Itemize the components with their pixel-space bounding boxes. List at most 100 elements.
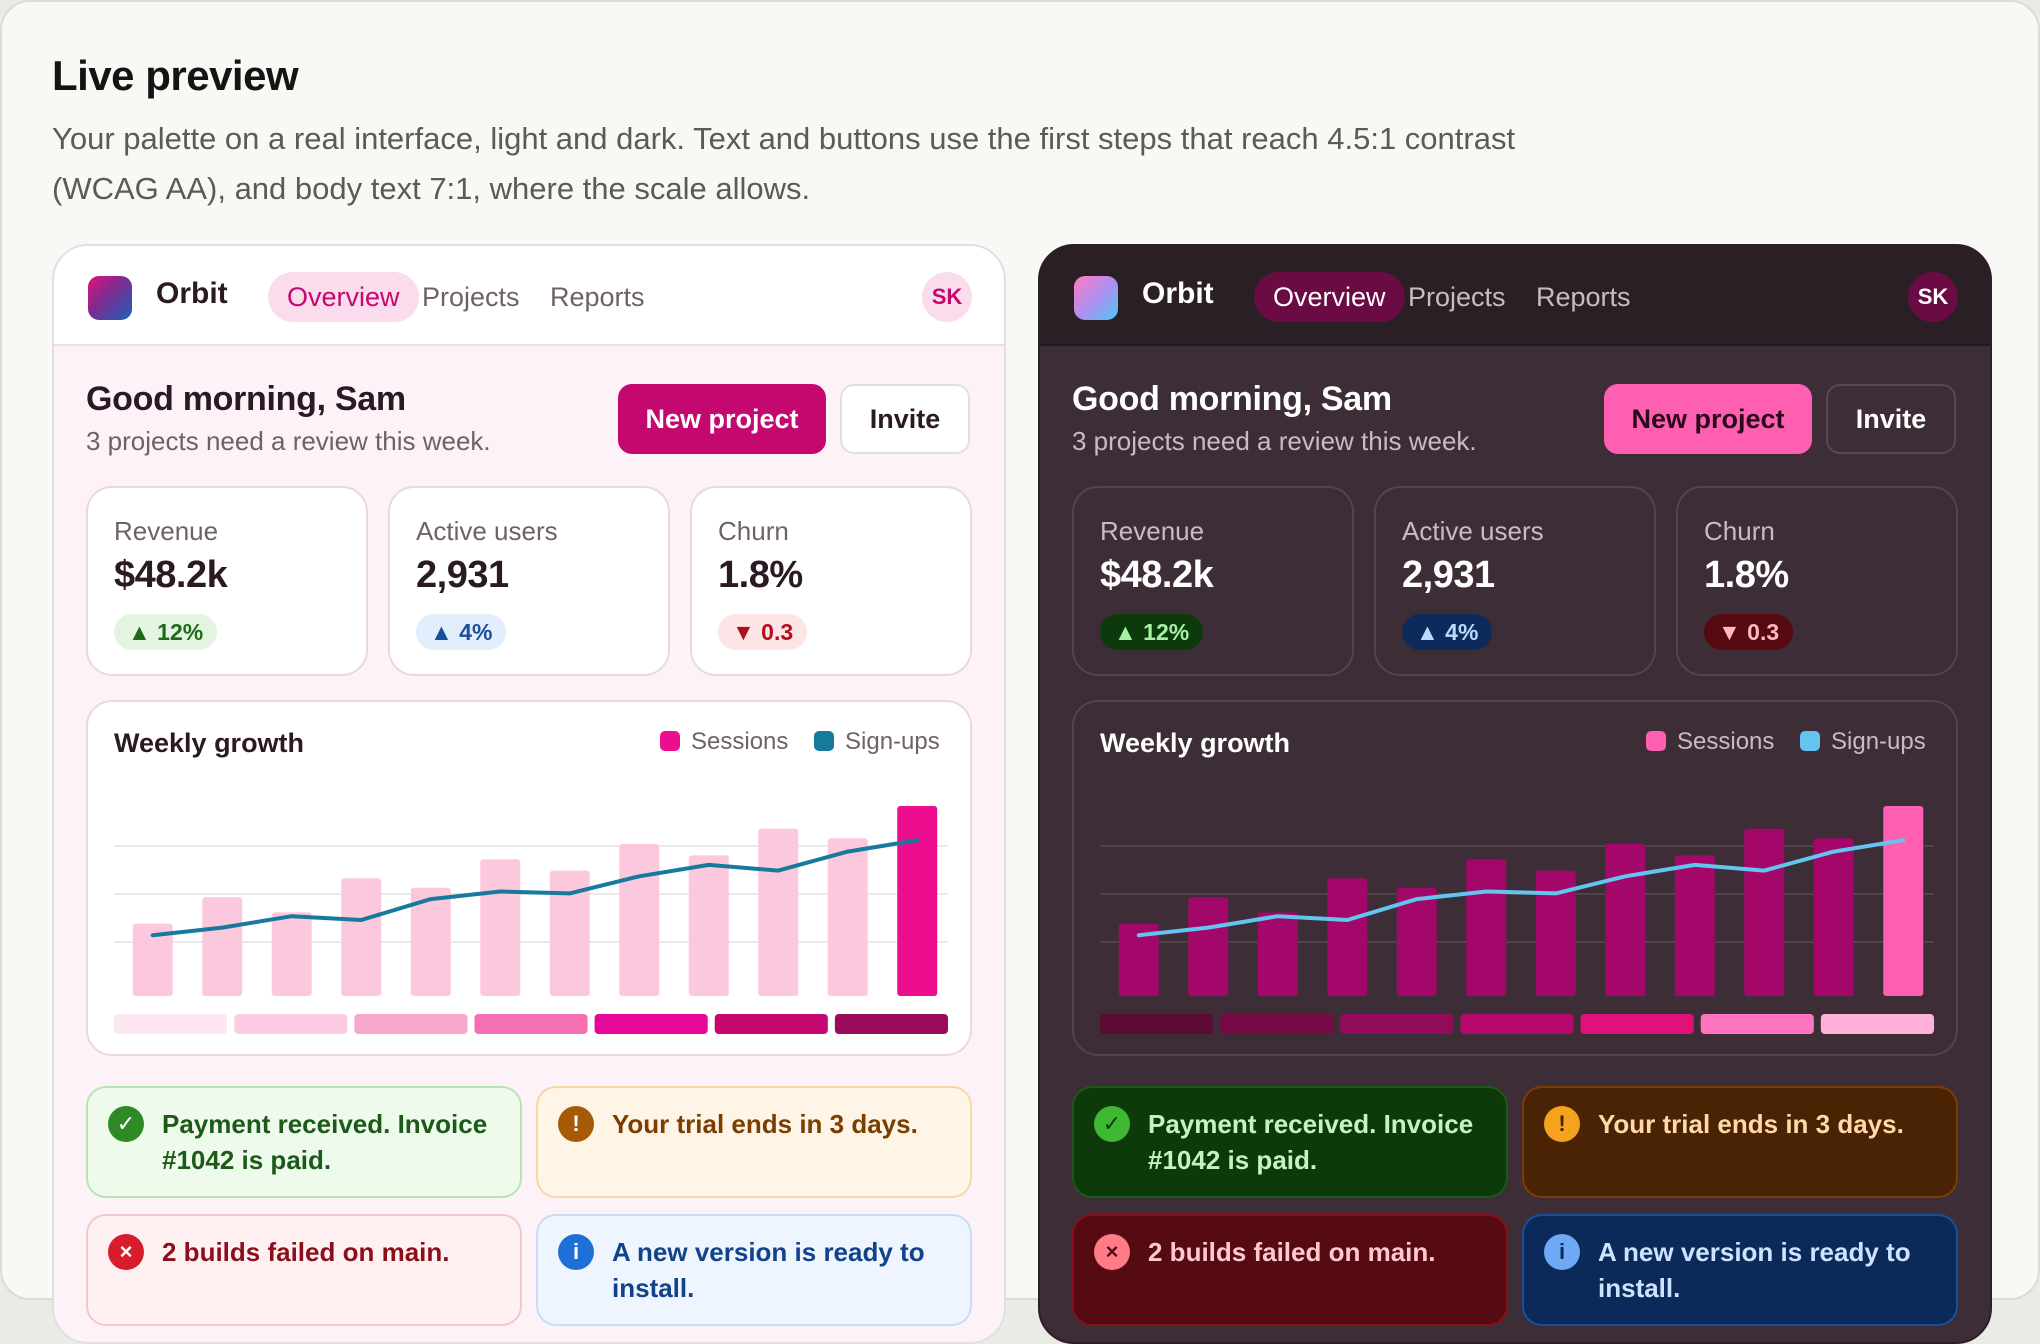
tab-reports[interactable]: Reports <box>1536 282 1631 312</box>
stat-label: Churn <box>1704 516 1775 546</box>
bar-sessions <box>132 923 173 996</box>
palette-swatch <box>834 1014 948 1034</box>
stat-card-churn: Churn 1.8% ▼ 0.3 <box>1676 486 1958 676</box>
alert-warning: ! Your trial ends in 3 days. <box>536 1086 972 1198</box>
stat-card-revenue: Revenue $48.2k ▲ 12% <box>86 486 368 676</box>
weekly-growth-chart-card: Weekly growth Sessions Sign-ups <box>86 700 972 1056</box>
tab-overview[interactable]: Overview <box>1254 272 1405 322</box>
stat-value: 2,931 <box>1402 554 1495 596</box>
stat-card-active-users: Active users 2,931 ▲ 4% <box>1374 486 1656 676</box>
warning-circle-icon: ! <box>558 1106 594 1142</box>
legend-label: Sessions <box>691 728 789 755</box>
bar-sessions <box>897 806 938 996</box>
stat-delta-badge: ▼ 0.3 <box>718 614 808 650</box>
greeting-heading: Good morning, Sam <box>86 380 406 418</box>
alert-text: Payment received. Invoice #1042 is paid. <box>1148 1109 1474 1175</box>
tab-projects[interactable]: Projects <box>422 282 520 312</box>
alert-error: × 2 builds failed on main. <box>86 1214 522 1326</box>
logo-icon <box>1074 276 1118 320</box>
weekly-growth-chart <box>1100 806 1934 1034</box>
alert-success: ✓ Payment received. Invoice #1042 is pai… <box>1072 1086 1508 1198</box>
stat-label: Active users <box>416 516 558 546</box>
bar-sessions <box>1605 844 1646 996</box>
tab-overview[interactable]: Overview <box>268 272 419 322</box>
legend-label: Sign-ups <box>845 728 940 755</box>
bar-sessions <box>1535 870 1576 996</box>
palette-swatch <box>1220 1014 1334 1034</box>
greeting-subtitle: 3 projects need a review this week. <box>86 426 491 456</box>
tab-projects[interactable]: Projects <box>1408 282 1506 312</box>
avatar[interactable]: SK <box>922 272 972 322</box>
alert-text: Payment received. Invoice #1042 is paid. <box>162 1109 488 1175</box>
avatar[interactable]: SK <box>1908 272 1958 322</box>
alert-text: 2 builds failed on main. <box>1148 1237 1436 1267</box>
alert-text: Your trial ends in 3 days. <box>612 1109 918 1139</box>
bar-sessions <box>688 855 729 996</box>
palette-swatch <box>1340 1014 1454 1034</box>
bar-sessions <box>202 897 243 996</box>
line-signups <box>150 838 920 938</box>
palette-swatch <box>354 1014 468 1034</box>
alert-text: A new version is ready to install. <box>1598 1237 1911 1303</box>
chart-title: Weekly growth <box>114 728 305 758</box>
greeting-subtitle: 3 projects need a review this week. <box>1072 426 1477 456</box>
legend-sessions: Sessions <box>660 728 788 756</box>
legend-label: Sessions <box>1677 728 1775 755</box>
legend-signups: Sign-ups <box>814 728 940 756</box>
stat-delta-badge: ▲ 4% <box>416 614 507 650</box>
palette-swatch <box>1820 1014 1934 1034</box>
stat-label: Churn <box>718 516 789 546</box>
stat-delta-badge: ▲ 12% <box>1100 614 1204 650</box>
stat-card-active-users: Active users 2,931 ▲ 4% <box>388 486 670 676</box>
error-circle-icon: × <box>108 1234 144 1270</box>
invite-button[interactable]: Invite <box>840 384 970 454</box>
info-circle-icon: i <box>558 1234 594 1270</box>
section-title: Live preview <box>52 52 299 99</box>
light-preview-panel: Orbit Overview Projects Reports SK Good … <box>52 244 1006 1344</box>
stat-value: 2,931 <box>416 554 509 596</box>
brand-name: Orbit <box>1142 277 1214 310</box>
stat-label: Revenue <box>114 516 219 546</box>
bar-sessions <box>758 828 799 996</box>
stat-value: $48.2k <box>114 554 228 596</box>
new-project-button[interactable]: New project <box>618 384 826 454</box>
stat-delta-badge: ▲ 12% <box>114 614 218 650</box>
dark-preview-panel: Orbit Overview Projects Reports SK Good … <box>1038 244 1992 1344</box>
alert-warning: ! Your trial ends in 3 days. <box>1522 1086 1958 1198</box>
stat-delta-badge: ▲ 4% <box>1402 614 1493 650</box>
bar-sessions <box>341 878 382 996</box>
bar-sessions <box>1744 828 1785 996</box>
bar-sessions <box>619 844 660 996</box>
alert-text: A new version is ready to install. <box>612 1237 925 1303</box>
legend-swatch-sessions <box>1646 731 1666 751</box>
bar-sessions <box>1883 806 1924 996</box>
alert-success: ✓ Payment received. Invoice #1042 is pai… <box>86 1086 522 1198</box>
legend-signups: Sign-ups <box>1800 728 1926 756</box>
check-circle-icon: ✓ <box>1094 1106 1130 1142</box>
invite-button[interactable]: Invite <box>1826 384 1956 454</box>
new-project-button[interactable]: New project <box>1604 384 1812 454</box>
bar-sessions <box>1396 887 1437 996</box>
stat-value: $48.2k <box>1100 554 1214 596</box>
legend-sessions: Sessions <box>1646 728 1774 756</box>
bar-sessions <box>1674 855 1715 996</box>
bar-sessions <box>827 838 868 996</box>
bar-sessions <box>480 859 521 996</box>
weekly-growth-chart <box>114 806 948 1034</box>
stat-label: Active users <box>1402 516 1544 546</box>
stat-value: 1.8% <box>718 554 803 596</box>
bar-sessions <box>1188 897 1229 996</box>
alert-info: i A new version is ready to install. <box>1522 1214 1958 1326</box>
section-description: Your palette on a real interface, light … <box>52 121 1516 206</box>
check-circle-icon: ✓ <box>108 1106 144 1142</box>
tab-reports[interactable]: Reports <box>550 282 645 312</box>
top-nav: Orbit Overview Projects Reports SK <box>1040 246 1990 346</box>
bar-sessions <box>1466 859 1507 996</box>
palette-swatch <box>1460 1014 1574 1034</box>
legend-swatch-signups <box>1800 731 1820 751</box>
legend-swatch-signups <box>814 731 834 751</box>
alert-text: 2 builds failed on main. <box>162 1237 450 1267</box>
bar-sessions <box>271 912 312 996</box>
legend-label: Sign-ups <box>1831 728 1926 755</box>
